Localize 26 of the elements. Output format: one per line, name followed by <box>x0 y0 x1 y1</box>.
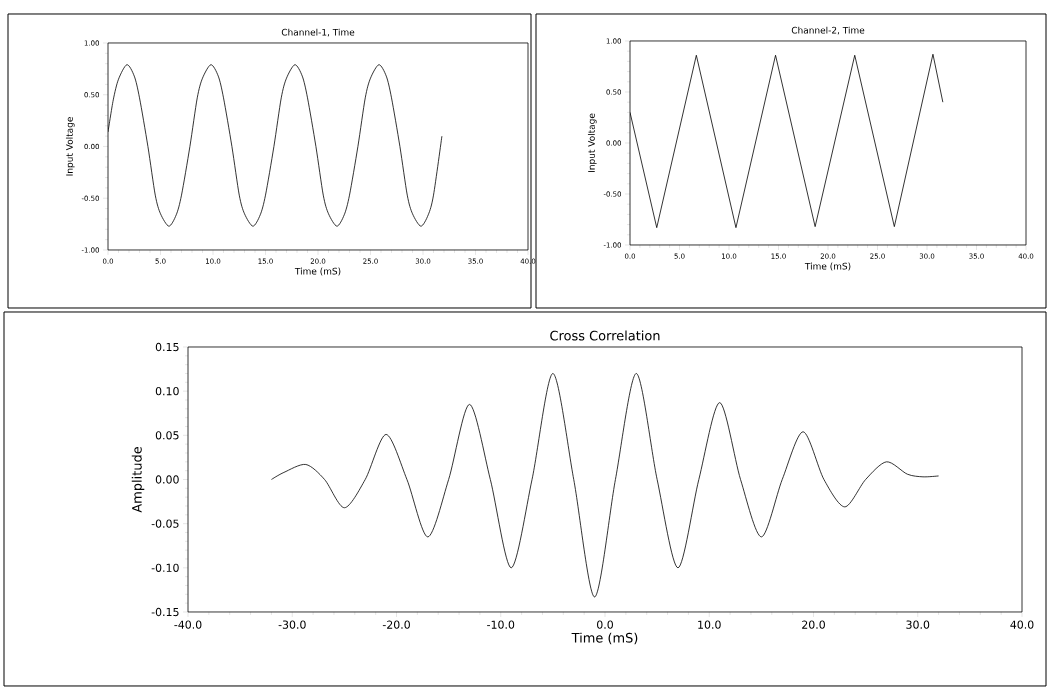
x-tick-label: 30.0 <box>906 620 930 629</box>
x-axis-title: Time (mS) <box>804 262 851 271</box>
y-tick-label: -0.05 <box>151 519 179 528</box>
y-axis-title: Amplitude <box>131 446 145 513</box>
y-tick-label: 0.10 <box>155 387 179 396</box>
chart-title: Cross Correlation <box>550 330 660 341</box>
y-tick-label: -0.10 <box>151 563 179 572</box>
y-axis-title: Input Voltage <box>65 117 75 176</box>
x-tick-label: -10.0 <box>487 620 515 629</box>
x-tick-label: -30.0 <box>278 620 306 629</box>
y-tick-label: 0.00 <box>155 475 179 484</box>
y-tick-label: -0.15 <box>151 607 179 617</box>
y-tick-label: 0.15 <box>155 342 179 352</box>
x-tick-label: -40.0 <box>174 620 202 629</box>
x-axis-title: Time (mS) <box>571 632 638 645</box>
chart-title: Channel-1, Time <box>281 28 355 37</box>
x-tick-label: 40.0 <box>1010 620 1034 629</box>
y-tick-label: 0.05 <box>155 431 179 440</box>
x-axis-title: Time (mS) <box>294 267 341 276</box>
y-axis-title: Input Voltage <box>587 113 597 172</box>
x-tick-label: 20.0 <box>802 620 825 629</box>
x-tick-label: 10.0 <box>698 620 721 629</box>
chart-title: Channel-2, Time <box>791 26 865 35</box>
x-tick-label: 0.0 <box>597 620 613 629</box>
x-tick-label: -20.0 <box>382 620 410 629</box>
line-series <box>271 373 940 598</box>
